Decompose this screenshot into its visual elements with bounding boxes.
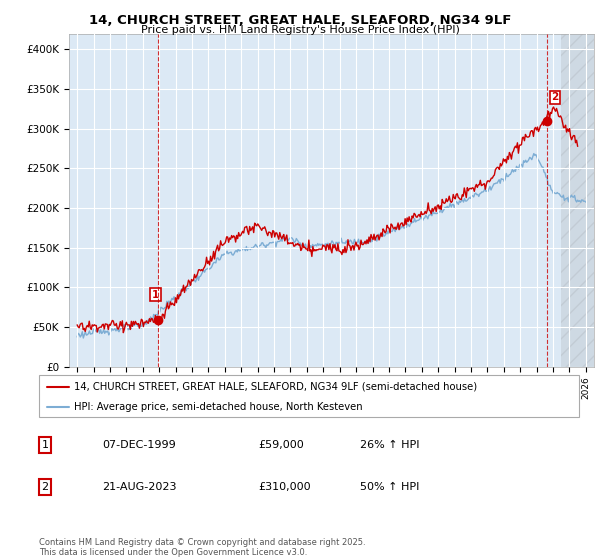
Text: £59,000: £59,000 bbox=[258, 440, 304, 450]
Text: 1: 1 bbox=[152, 290, 159, 300]
Text: 21-AUG-2023: 21-AUG-2023 bbox=[102, 482, 176, 492]
Text: Contains HM Land Registry data © Crown copyright and database right 2025.
This d: Contains HM Land Registry data © Crown c… bbox=[39, 538, 365, 557]
Bar bbox=[561, 34, 594, 367]
Text: Price paid vs. HM Land Registry's House Price Index (HPI): Price paid vs. HM Land Registry's House … bbox=[140, 25, 460, 35]
Text: £310,000: £310,000 bbox=[258, 482, 311, 492]
Text: 26% ↑ HPI: 26% ↑ HPI bbox=[360, 440, 419, 450]
Text: 2: 2 bbox=[41, 482, 49, 492]
Text: 2: 2 bbox=[551, 92, 559, 102]
Text: 1: 1 bbox=[41, 440, 49, 450]
Text: 50% ↑ HPI: 50% ↑ HPI bbox=[360, 482, 419, 492]
Text: 14, CHURCH STREET, GREAT HALE, SLEAFORD, NG34 9LF: 14, CHURCH STREET, GREAT HALE, SLEAFORD,… bbox=[89, 14, 511, 27]
Text: 07-DEC-1999: 07-DEC-1999 bbox=[102, 440, 176, 450]
Text: 14, CHURCH STREET, GREAT HALE, SLEAFORD, NG34 9LF (semi-detached house): 14, CHURCH STREET, GREAT HALE, SLEAFORD,… bbox=[74, 381, 477, 391]
Text: HPI: Average price, semi-detached house, North Kesteven: HPI: Average price, semi-detached house,… bbox=[74, 402, 363, 412]
FancyBboxPatch shape bbox=[39, 375, 579, 417]
